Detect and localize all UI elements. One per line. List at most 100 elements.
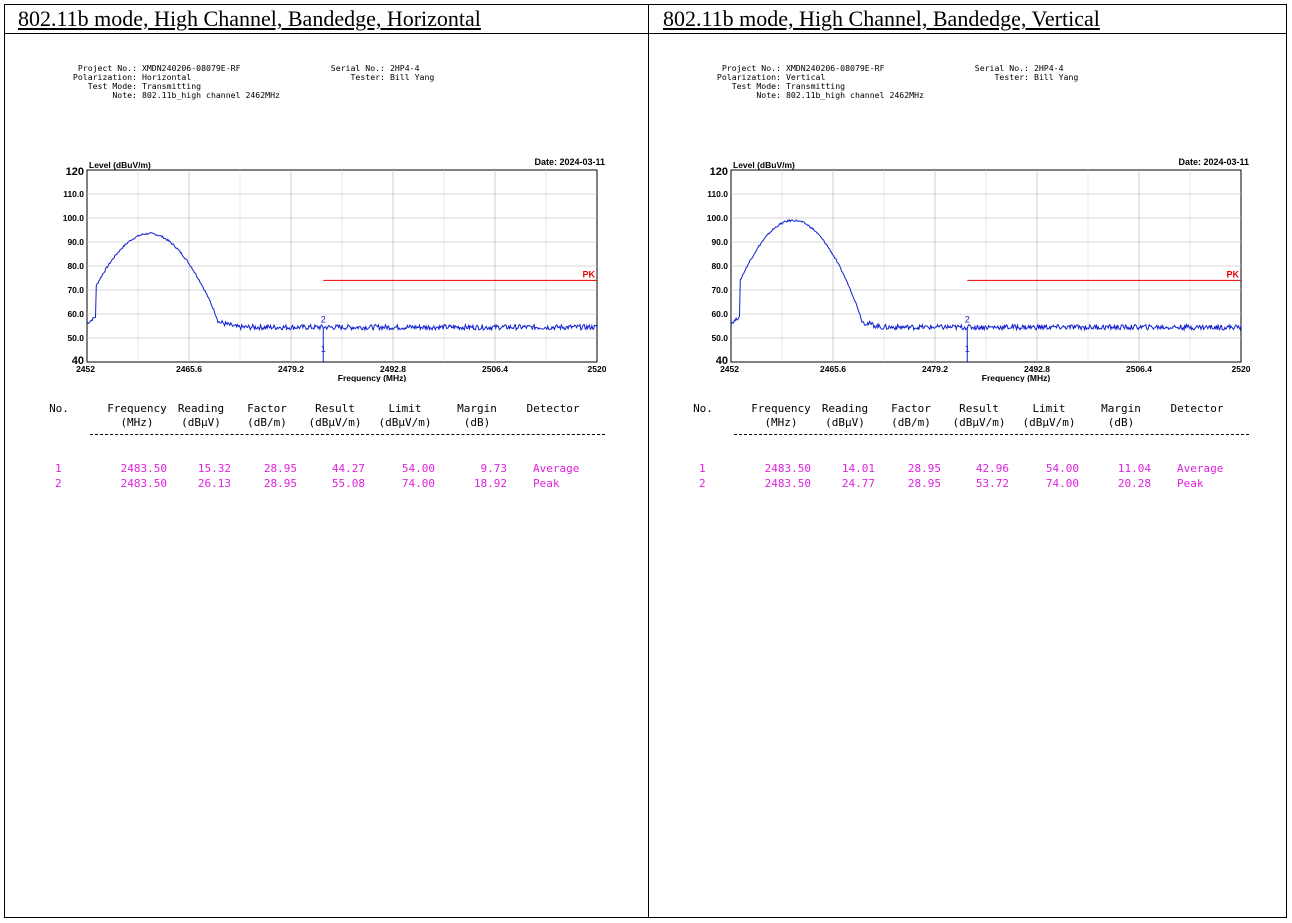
- column-unit: (MHz): [764, 416, 798, 429]
- table-cell: Average: [1177, 462, 1224, 475]
- serial-label: Serial No.:: [330, 63, 385, 73]
- limit-label: PK: [582, 269, 595, 279]
- column-header: Frequency: [107, 402, 167, 415]
- table-header: No. Frequency (MHz) Reading (dBμV) Factor (dB/…: [689, 402, 1269, 432]
- column-header: Margin: [457, 402, 497, 415]
- spectrum-chart: 40 50.0 60.0 70.0 80.0 90.0 100.0 110.0 120 2452 2…: [63, 157, 607, 382]
- table-row: 2 2483.50 24.77 28.95 53.72 74.00 20.28 Peak: [689, 477, 1269, 491]
- table-cell: 11.04: [1117, 462, 1151, 475]
- y-tick-label: 70.0: [711, 285, 728, 295]
- x-axis-label: Frequency (MHz): [338, 373, 407, 382]
- column-unit: (dBμV/m): [308, 416, 362, 429]
- x-tick-label: 2492.8: [1024, 364, 1050, 374]
- serial-label: Serial No.:: [974, 63, 1029, 73]
- column-header: Result: [315, 402, 355, 415]
- y-tick-label: 80.0: [67, 261, 84, 271]
- spectrum-trace: [730, 218, 1242, 332]
- table-cell: 2483.50: [120, 477, 167, 490]
- x-tick-label: 2479.2: [278, 364, 304, 374]
- project-value: XMDN240206-08079E-RF: [785, 63, 885, 73]
- y-tick-label: 50.0: [67, 333, 84, 343]
- table-cell: 74.00: [401, 477, 435, 490]
- serial-value: 2HP4-4: [1033, 63, 1064, 73]
- table-row: 2 2483.50 26.13 28.95 55.08 74.00 18.92 Peak: [45, 477, 625, 491]
- column-unit: (dBμV): [825, 416, 865, 429]
- project-label: Project No.:: [721, 63, 781, 73]
- table-cell: 20.28: [1117, 477, 1151, 490]
- column-header: Limit: [388, 402, 422, 415]
- table-cell: 54.00: [401, 462, 435, 475]
- x-tick-label: 2465.6: [176, 364, 202, 374]
- header-divider: [4, 33, 1287, 34]
- spectrum-chart: 40 50.0 60.0 70.0 80.0 90.0 100.0 110.0 120 2452 2…: [707, 157, 1251, 382]
- table-cell: 2483.50: [764, 462, 811, 475]
- x-tick-label: 2520: [588, 364, 607, 374]
- marker-1-label: 1: [965, 344, 970, 354]
- y-tick-label: 60.0: [67, 309, 84, 319]
- y-tick-label: 110.0: [63, 189, 84, 199]
- column-header: Factor: [247, 402, 287, 415]
- serial-value: 2HP4-4: [389, 63, 420, 73]
- tester-label: Tester:: [994, 72, 1029, 82]
- table-cell: 28.95: [907, 477, 941, 490]
- panel-title-horizontal: 802.11b mode, High Channel, Bandedge, Ho…: [18, 6, 481, 31]
- column-header: Factor: [891, 402, 931, 415]
- y-tick-label: 120: [710, 166, 728, 178]
- y-tick-label: 90.0: [67, 237, 84, 247]
- y-tick-label: 70.0: [67, 285, 84, 295]
- x-tick-label: 2492.8: [380, 364, 406, 374]
- table-cell: 44.27: [331, 462, 365, 475]
- results-table: No. Frequency (MHz) Reading (dBμV) Factor (dB/…: [689, 402, 1269, 490]
- table-divider: [90, 434, 605, 435]
- table-cell: 1: [699, 462, 706, 475]
- column-header: Margin: [1101, 402, 1141, 415]
- x-tick-label: 2506.4: [1126, 364, 1152, 374]
- table-cell: Peak: [1177, 477, 1204, 490]
- column-unit: (dBμV/m): [1022, 416, 1076, 429]
- mode-value: Transmitting: [141, 81, 202, 91]
- test-info-right: Serial No.: 2HP4-4 Tester: Bill Yang: [325, 63, 435, 82]
- table-cell: 24.77: [841, 477, 875, 490]
- y-axis-label: Level (dBuV/m): [89, 160, 151, 170]
- x-tick-label: 2452: [720, 364, 739, 374]
- note-value: 802.11b_high channel 2462MHz: [785, 90, 924, 100]
- column-header: Frequency: [751, 402, 811, 415]
- results-table: No. Frequency (MHz) Reading (dBμV) Factor (dB/…: [45, 402, 625, 490]
- y-tick-label: 120: [66, 166, 84, 178]
- table-divider: [734, 434, 1249, 435]
- polarization-label: Polarization:: [716, 72, 781, 82]
- table-cell: 28.95: [263, 477, 297, 490]
- table-cell: 74.00: [1045, 477, 1079, 490]
- x-tick-label: 2465.6: [820, 364, 846, 374]
- marker-2-label: 2: [965, 314, 970, 324]
- table-cell: 2483.50: [764, 477, 811, 490]
- column-header: No.: [49, 402, 69, 415]
- table-cell: 2: [699, 477, 706, 490]
- marker-1-label: 1: [321, 344, 326, 354]
- tester-value: Bill Yang: [389, 72, 435, 82]
- y-tick-label: 100.0: [707, 213, 729, 223]
- x-tick-label: 2520: [1232, 364, 1251, 374]
- table-cell: Average: [533, 462, 580, 475]
- table-cell: 2483.50: [120, 462, 167, 475]
- note-value: 802.11b_high channel 2462MHz: [141, 90, 280, 100]
- x-tick-label: 2506.4: [482, 364, 508, 374]
- table-cell: 28.95: [907, 462, 941, 475]
- y-tick-label: 40: [716, 355, 728, 367]
- column-unit: (dBμV): [181, 416, 221, 429]
- note-label: Note:: [112, 90, 137, 100]
- table-cell: 14.01: [841, 462, 875, 475]
- y-tick-label: 90.0: [711, 237, 728, 247]
- x-tick-label: 2452: [76, 364, 95, 374]
- column-unit: (dB): [463, 416, 491, 429]
- panel-vertical: Project No.: XMDN240206-08079E-RF Polari…: [649, 34, 1292, 917]
- y-axis-label: Level (dBuV/m): [733, 160, 795, 170]
- test-info-right: Serial No.: 2HP4-4 Tester: Bill Yang: [969, 63, 1079, 82]
- y-tick-label: 100.0: [63, 213, 85, 223]
- chart-date: Date: 2024-03-11: [534, 157, 605, 167]
- table-cell: 53.72: [975, 477, 1009, 490]
- polarization-label: Polarization:: [72, 72, 137, 82]
- table-row: 1 2483.50 15.32 28.95 44.27 54.00 9.73 Average: [45, 462, 625, 476]
- column-header: Reading: [177, 402, 225, 415]
- table-cell: 55.08: [331, 477, 365, 490]
